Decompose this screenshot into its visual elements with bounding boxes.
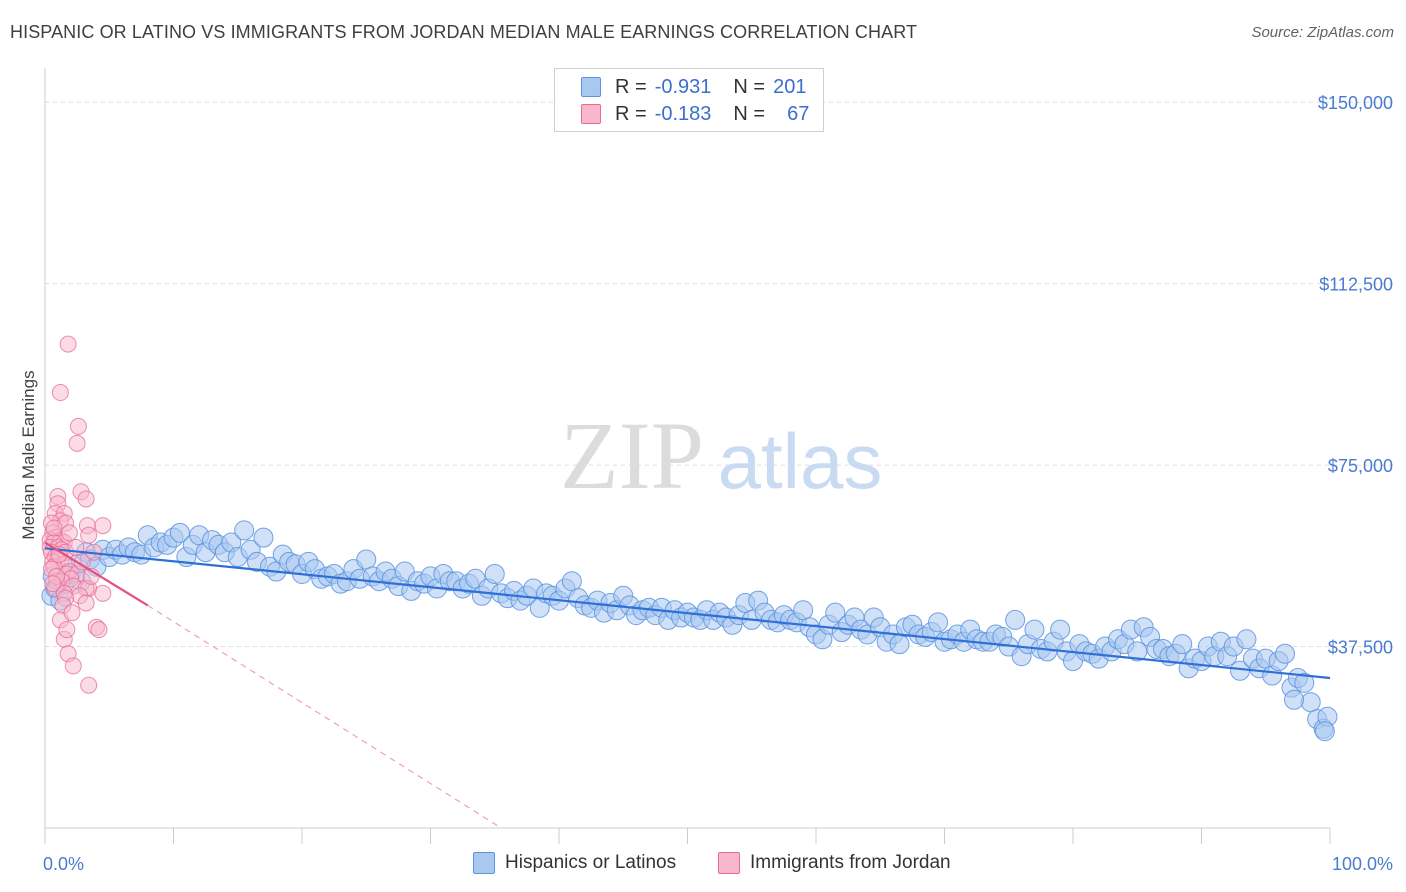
data-point-hispanic xyxy=(1284,689,1305,710)
data-point-jordan xyxy=(44,575,62,593)
data-point-jordan xyxy=(51,384,69,402)
n-label: N = xyxy=(733,102,766,125)
data-point-hispanic xyxy=(1005,609,1026,630)
data-point-jordan xyxy=(73,553,91,571)
data-point-jordan xyxy=(63,604,81,622)
axes xyxy=(44,68,1331,844)
data-point-jordan xyxy=(60,524,78,542)
data-point-jordan xyxy=(45,519,63,537)
y-axis-title: Median Male Earnings xyxy=(19,370,38,539)
data-point-hispanic xyxy=(1294,672,1315,693)
data-point-hispanic xyxy=(1275,643,1296,664)
data-point-hispanic xyxy=(253,527,274,548)
data-point-jordan xyxy=(94,517,112,535)
data-point-hispanic xyxy=(889,634,910,655)
y-tick-label: $37,500 xyxy=(1328,638,1393,658)
data-point-hispanic xyxy=(1314,721,1335,742)
data-point-jordan xyxy=(58,621,76,639)
n-label: N = xyxy=(733,75,766,98)
y-tick-label: $150,000 xyxy=(1318,93,1393,113)
data-point-hispanic xyxy=(793,600,814,621)
data-point-hispanic xyxy=(928,612,949,633)
stats-row-jordan: R = -0.183 N = 67 xyxy=(581,101,809,127)
data-point-hispanic xyxy=(234,520,255,541)
data-point-hispanic xyxy=(484,563,505,584)
data-point-hispanic xyxy=(825,602,846,623)
data-point-jordan xyxy=(80,526,98,544)
r-label: R = xyxy=(615,102,647,125)
chart-title: HISPANIC OR LATINO VS IMMIGRANTS FROM JO… xyxy=(10,22,918,42)
legend-label-jordan: Immigrants from Jordan xyxy=(750,852,951,873)
legend-label-hispanic: Hispanics or Latinos xyxy=(505,852,677,873)
data-point-hispanic xyxy=(1050,619,1071,640)
data-point-hispanic xyxy=(356,549,377,570)
data-point-jordan xyxy=(94,584,112,602)
data-point-hispanic xyxy=(561,571,582,592)
data-point-jordan xyxy=(69,417,87,435)
data-point-jordan xyxy=(59,335,77,353)
data-point-hispanic xyxy=(169,522,190,543)
axis-labels: $37,500 $75,000 $112,500 $150,000 0.0% 100.0%… xyxy=(19,93,1393,874)
legend-swatch-hispanic xyxy=(473,852,495,874)
data-point-jordan xyxy=(80,676,98,694)
stats-legend: R = -0.931 N = 201 R = -0.183 N = 67 xyxy=(554,68,824,132)
legend-item-hispanic: Hispanics or Latinos xyxy=(473,852,676,874)
trend-line-jordan xyxy=(44,541,149,607)
jordan-swatch xyxy=(581,104,601,124)
data-point-jordan xyxy=(64,657,82,675)
x-tick-label-start: 0.0% xyxy=(43,854,84,874)
r-value: -0.931 xyxy=(654,75,712,98)
series-hispanic-points xyxy=(41,520,1338,742)
data-point-hispanic xyxy=(1236,629,1257,650)
watermark-zip: ZIP xyxy=(560,402,704,509)
y-tick-label: $112,500 xyxy=(1319,275,1393,295)
data-point-jordan xyxy=(77,490,95,508)
data-point-hispanic xyxy=(1127,641,1148,662)
data-point-jordan xyxy=(90,621,108,639)
data-point-jordan xyxy=(77,594,95,612)
watermark: ZIP atlas xyxy=(560,402,882,509)
series-jordan-points xyxy=(41,335,112,694)
source-credit: Source: ZipAtlas.com xyxy=(1251,24,1394,41)
watermark-atlas: atlas xyxy=(718,417,883,505)
y-tick-label: $75,000 xyxy=(1328,456,1393,476)
data-point-hispanic xyxy=(1300,692,1321,713)
x-tick-label-end: 100.0% xyxy=(1332,854,1393,874)
legend-swatch-jordan xyxy=(718,852,740,874)
legend-item-jordan: Immigrants from Jordan xyxy=(718,852,951,874)
r-label: R = xyxy=(615,75,647,98)
trend-lines xyxy=(44,541,1331,829)
data-point-hispanic xyxy=(1172,634,1193,655)
r-value: -0.183 xyxy=(654,102,712,125)
stats-row-hispanic: R = -0.931 N = 201 xyxy=(581,74,806,100)
n-value: 201 xyxy=(773,75,807,98)
trend-line-jordan-extended xyxy=(147,604,502,829)
trend-line-hispanic xyxy=(44,547,1331,680)
data-point-jordan xyxy=(68,434,86,452)
n-value: 67 xyxy=(787,102,810,125)
data-point-hispanic xyxy=(1024,619,1045,640)
hispanic-swatch xyxy=(581,77,601,97)
